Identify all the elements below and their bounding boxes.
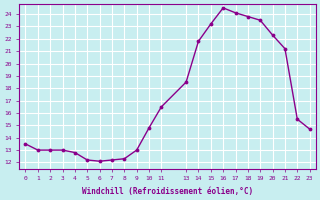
X-axis label: Windchill (Refroidissement éolien,°C): Windchill (Refroidissement éolien,°C) [82, 187, 253, 196]
